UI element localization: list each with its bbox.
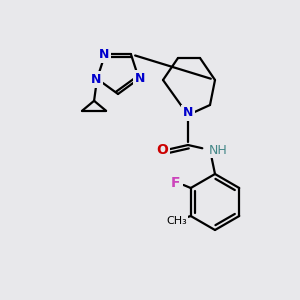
Text: N: N (99, 48, 109, 61)
Text: O: O (156, 143, 168, 157)
Text: F: F (171, 176, 181, 190)
Text: NH: NH (208, 143, 227, 157)
Text: N: N (135, 72, 145, 85)
Text: CH₃: CH₃ (167, 216, 187, 226)
Text: N: N (183, 106, 193, 119)
Text: N: N (91, 73, 101, 86)
